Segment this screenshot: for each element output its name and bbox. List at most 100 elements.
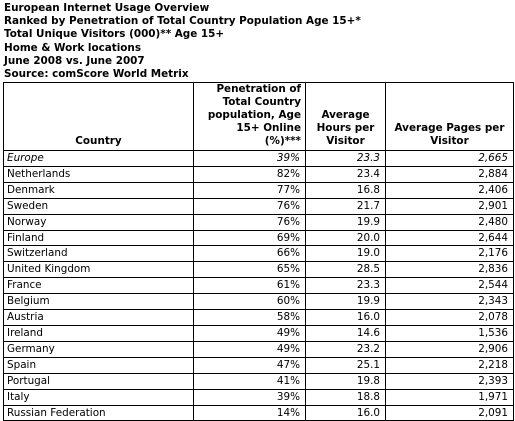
cell-hours: 25.1 <box>305 356 386 374</box>
cell-pages: 2,176 <box>385 245 514 263</box>
cell-pages: 2,836 <box>385 261 514 279</box>
cell-hours: 23.3 <box>305 277 386 295</box>
cell-hours: 19.8 <box>305 372 386 390</box>
cell-penetration: 65% <box>193 261 306 279</box>
cell-pages: 2,091 <box>385 404 514 421</box>
table-row: Russian Federation 14% 16.0 2,091 <box>3 404 514 421</box>
cell-hours: 16.0 <box>305 309 386 326</box>
cell-country: Belgium <box>3 293 194 311</box>
table-row: Germany 49% 23.2 2,906 <box>3 340 514 358</box>
cell-country: Italy <box>3 388 194 406</box>
table-row: Austria 58% 16.0 2,078 <box>3 309 514 326</box>
table-row: Sweden 76% 21.7 2,901 <box>3 197 514 215</box>
cell-pages: 2,901 <box>385 197 514 215</box>
report-header: European Internet Usage Overview Ranked … <box>4 2 512 81</box>
cell-pages: 2,644 <box>385 229 514 247</box>
cell-penetration: 58% <box>193 309 306 326</box>
column-header-penetration: Penetration of Total Country population,… <box>193 82 306 151</box>
table-row: Ireland 49% 14.6 1,536 <box>3 324 514 342</box>
cell-hours: 28.5 <box>305 261 386 279</box>
cell-penetration: 39% <box>193 150 306 167</box>
cell-penetration: 69% <box>193 229 306 247</box>
cell-country: Netherlands <box>3 165 194 183</box>
cell-hours: 14.6 <box>305 324 386 342</box>
cell-hours: 20.0 <box>305 229 386 247</box>
table-header-row: Country Penetration of Total Country pop… <box>3 82 514 151</box>
cell-penetration: 82% <box>193 165 306 183</box>
cell-country: Spain <box>3 356 194 374</box>
cell-pages: 2,544 <box>385 277 514 295</box>
cell-hours: 16.0 <box>305 404 386 421</box>
table-row: France 61% 23.3 2,544 <box>3 277 514 295</box>
cell-pages: 2,884 <box>385 165 514 183</box>
cell-hours: 19.0 <box>305 245 386 263</box>
cell-country: Sweden <box>3 197 194 215</box>
cell-penetration: 41% <box>193 372 306 390</box>
table-row: Portugal 41% 19.8 2,393 <box>3 372 514 390</box>
cell-country: United Kingdom <box>3 261 194 279</box>
cell-pages: 1,971 <box>385 388 514 406</box>
report-locations-note: Home & Work locations <box>4 41 142 54</box>
table-row: Norway 76% 19.9 2,480 <box>3 213 514 231</box>
table-row: Denmark 77% 16.8 2,406 <box>3 181 514 199</box>
table-row: United Kingdom 65% 28.5 2,836 <box>3 261 514 279</box>
table-row-europe-total: Europe 39% 23.3 2,665 <box>3 150 514 167</box>
cell-penetration: 61% <box>193 277 306 295</box>
cell-penetration: 14% <box>193 404 306 421</box>
cell-hours: 23.2 <box>305 340 386 358</box>
cell-hours: 23.4 <box>305 165 386 183</box>
column-header-country: Country <box>3 82 194 151</box>
cell-country: Norway <box>3 213 194 231</box>
cell-country: Denmark <box>3 181 194 199</box>
report-title: European Internet Usage Overview <box>4 2 210 14</box>
cell-pages: 2,480 <box>385 213 514 231</box>
cell-pages: 2,218 <box>385 356 514 374</box>
report-source: Source: comScore World Metrix <box>4 67 189 80</box>
cell-hours: 19.9 <box>305 213 386 231</box>
cell-country: Switzerland <box>3 245 194 263</box>
cell-hours: 18.8 <box>305 388 386 406</box>
cell-country: Russian Federation <box>3 404 194 421</box>
cell-penetration: 39% <box>193 388 306 406</box>
cell-penetration: 77% <box>193 181 306 199</box>
report-period: June 2008 vs. June 2007 <box>4 54 145 67</box>
cell-country: Germany <box>3 340 194 358</box>
cell-pages: 2,343 <box>385 293 514 311</box>
cell-hours: 16.8 <box>305 181 386 199</box>
cell-country: France <box>3 277 194 295</box>
cell-pages: 1,536 <box>385 324 514 342</box>
cell-penetration: 76% <box>193 213 306 231</box>
cell-penetration: 49% <box>193 340 306 358</box>
cell-hours: 21.7 <box>305 197 386 215</box>
cell-country: Portugal <box>3 372 194 390</box>
report-ranking-note: Ranked by Penetration of Total Country P… <box>4 15 361 28</box>
cell-penetration: 76% <box>193 197 306 215</box>
table-row: Netherlands 82% 23.4 2,884 <box>3 165 514 183</box>
table-row: Switzerland 66% 19.0 2,176 <box>3 245 514 263</box>
report-metric-note: Total Unique Visitors (000)** Age 15+ <box>4 28 225 41</box>
cell-country: Ireland <box>3 324 194 342</box>
cell-country: Austria <box>3 309 194 326</box>
cell-pages: 2,078 <box>385 309 514 326</box>
cell-hours: 19.9 <box>305 293 386 311</box>
usage-table: Country Penetration of Total Country pop… <box>3 82 514 421</box>
cell-penetration: 49% <box>193 324 306 342</box>
cell-pages: 2,393 <box>385 372 514 390</box>
cell-penetration: 47% <box>193 356 306 374</box>
cell-pages: 2,406 <box>385 181 514 199</box>
table-row: Italy 39% 18.8 1,971 <box>3 388 514 406</box>
column-header-pages: Average Pages per Visitor <box>385 82 514 151</box>
cell-country: Europe <box>3 150 194 167</box>
table-row: Spain 47% 25.1 2,218 <box>3 356 514 374</box>
cell-country: Finland <box>3 229 194 247</box>
column-header-hours: Average Hours per Visitor <box>305 82 386 151</box>
table-row: Finland 69% 20.0 2,644 <box>3 229 514 247</box>
cell-hours: 23.3 <box>305 150 386 167</box>
table-row: Belgium 60% 19.9 2,343 <box>3 293 514 311</box>
cell-pages: 2,665 <box>385 150 514 167</box>
cell-penetration: 66% <box>193 245 306 263</box>
cell-pages: 2,906 <box>385 340 514 358</box>
cell-penetration: 60% <box>193 293 306 311</box>
table-body: Europe 39% 23.3 2,665 Netherlands 82% 23.4 2,88… <box>3 150 514 421</box>
